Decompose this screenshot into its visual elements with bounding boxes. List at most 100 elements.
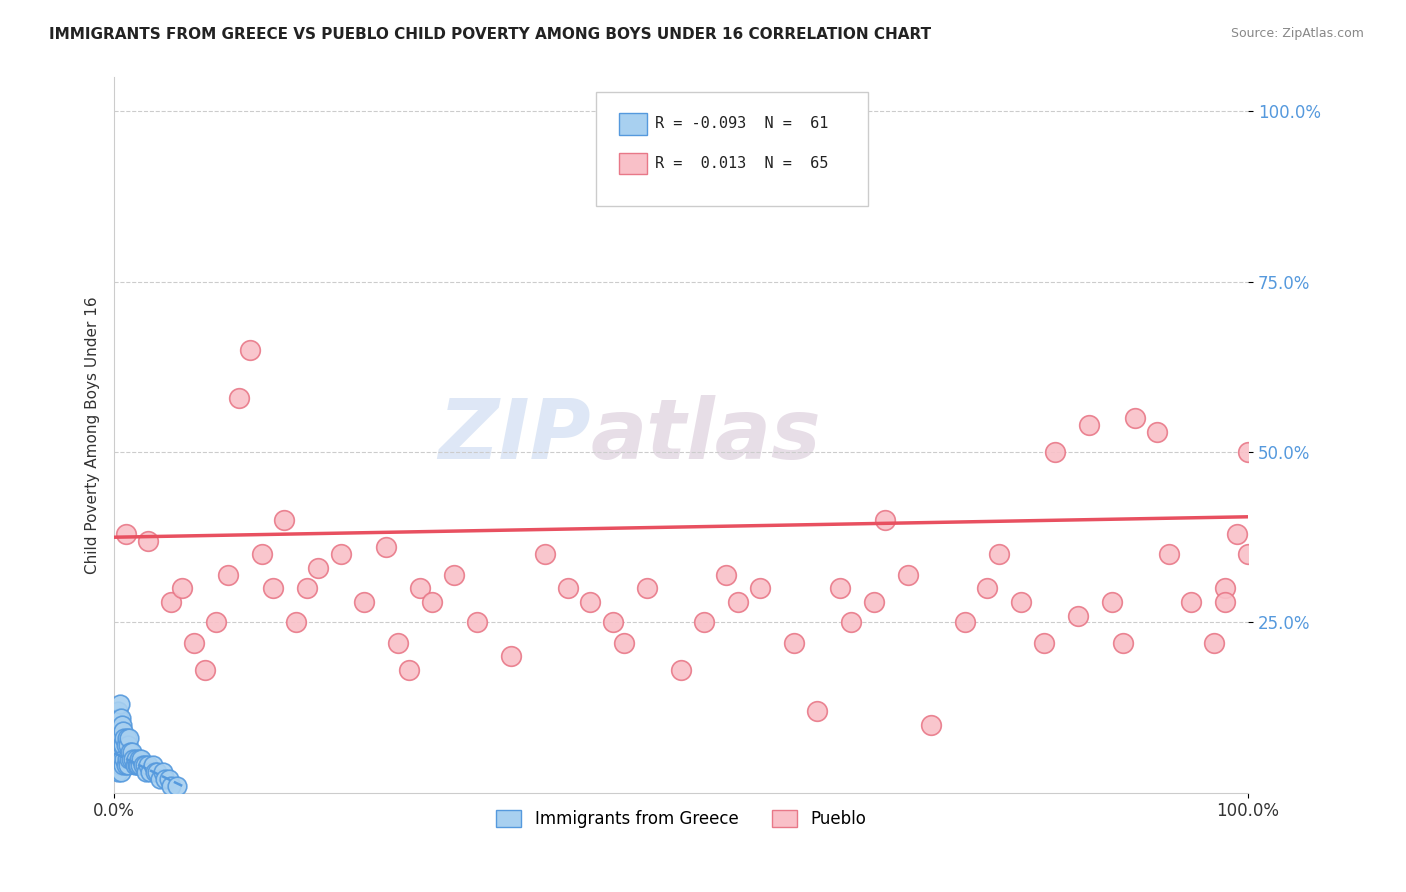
Point — [1157, 547, 1180, 561]
Point — [375, 541, 398, 555]
Point — [1226, 526, 1249, 541]
Point — [1045, 445, 1067, 459]
Point — [152, 765, 174, 780]
Point — [105, 738, 128, 752]
Point — [134, 758, 156, 772]
Point — [118, 751, 141, 765]
Point — [115, 731, 138, 746]
Text: Source: ZipAtlas.com: Source: ZipAtlas.com — [1230, 27, 1364, 40]
Point — [716, 567, 738, 582]
Point — [104, 751, 127, 765]
Point — [108, 758, 131, 772]
Point — [262, 582, 284, 596]
Point — [783, 636, 806, 650]
Text: ZIP: ZIP — [437, 394, 591, 475]
Point — [128, 751, 150, 765]
Point — [104, 731, 127, 746]
Point — [111, 717, 134, 731]
Point — [115, 751, 138, 765]
Point — [897, 567, 920, 582]
Point — [183, 636, 205, 650]
Point — [107, 704, 129, 718]
Point — [108, 745, 131, 759]
Text: R =  0.013  N =  65: R = 0.013 N = 65 — [655, 156, 828, 170]
Point — [107, 751, 129, 765]
Point — [465, 615, 488, 630]
Point — [112, 731, 135, 746]
Point — [148, 772, 170, 786]
Point — [1101, 595, 1123, 609]
Point — [146, 765, 169, 780]
Point — [749, 582, 772, 596]
Point — [353, 595, 375, 609]
Point — [409, 582, 432, 596]
Point — [1123, 411, 1146, 425]
Point — [239, 343, 262, 357]
Point — [112, 738, 135, 752]
Point — [1146, 425, 1168, 439]
Point — [295, 582, 318, 596]
Point — [1237, 445, 1260, 459]
Point — [120, 745, 142, 759]
Point — [557, 582, 579, 596]
Text: atlas: atlas — [591, 394, 821, 475]
Point — [920, 717, 942, 731]
Point — [398, 663, 420, 677]
Point — [136, 533, 159, 548]
Point — [160, 779, 183, 793]
Point — [124, 758, 146, 772]
FancyBboxPatch shape — [619, 153, 647, 174]
Point — [139, 765, 162, 780]
Point — [131, 758, 153, 772]
Point — [228, 391, 250, 405]
Point — [420, 595, 443, 609]
Point — [693, 615, 716, 630]
Point — [157, 772, 180, 786]
Point — [250, 547, 273, 561]
FancyBboxPatch shape — [619, 113, 647, 135]
Point — [307, 561, 329, 575]
Point — [107, 745, 129, 759]
Point — [1180, 595, 1202, 609]
Point — [125, 758, 148, 772]
Point — [727, 595, 749, 609]
Point — [107, 731, 129, 746]
Point — [105, 717, 128, 731]
Point — [579, 595, 602, 609]
Point — [1213, 595, 1236, 609]
Legend: Immigrants from Greece, Pueblo: Immigrants from Greece, Pueblo — [489, 803, 873, 834]
Point — [114, 738, 136, 752]
Point — [136, 758, 159, 772]
Point — [875, 513, 897, 527]
Point — [117, 738, 139, 752]
Point — [107, 724, 129, 739]
Point — [110, 711, 132, 725]
Point — [217, 567, 239, 582]
Point — [107, 765, 129, 780]
Point — [839, 615, 862, 630]
Point — [205, 615, 228, 630]
Point — [976, 582, 998, 596]
Point — [122, 751, 145, 765]
Point — [1112, 636, 1135, 650]
Point — [636, 582, 658, 596]
Point — [160, 595, 183, 609]
Point — [131, 751, 153, 765]
Point — [1032, 636, 1054, 650]
Point — [111, 738, 134, 752]
Point — [110, 765, 132, 780]
Point — [142, 758, 165, 772]
Point — [143, 765, 166, 780]
Point — [1237, 547, 1260, 561]
Point — [387, 636, 409, 650]
Point — [284, 615, 307, 630]
Point — [127, 758, 149, 772]
Point — [120, 751, 142, 765]
Point — [155, 772, 177, 786]
Point — [118, 731, 141, 746]
Point — [125, 751, 148, 765]
Point — [108, 697, 131, 711]
Point — [613, 636, 636, 650]
Point — [1010, 595, 1032, 609]
Point — [166, 779, 188, 793]
